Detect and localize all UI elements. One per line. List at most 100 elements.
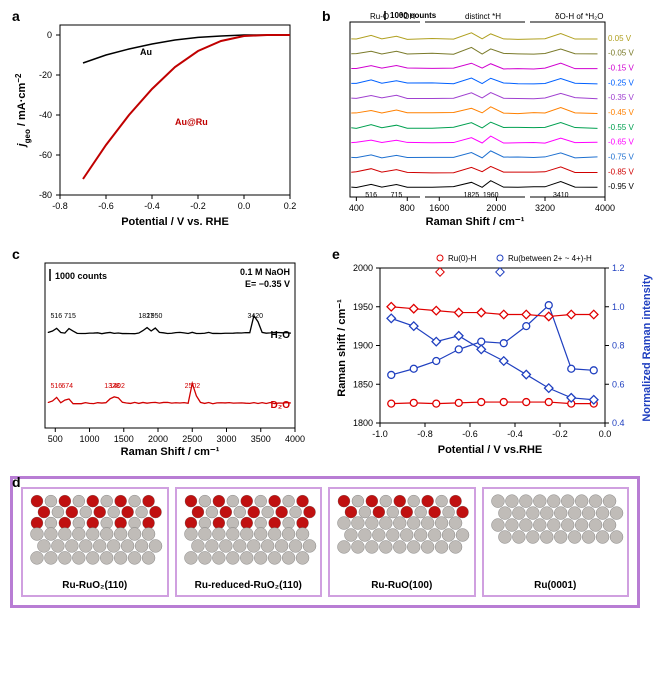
svg-text:-80: -80 [39, 190, 52, 200]
xlabel-c: Raman Shift / cm⁻¹ [121, 446, 220, 458]
toplabel-h: distinct *H [465, 12, 501, 21]
svg-text:400: 400 [349, 203, 364, 213]
svg-text:-0.2: -0.2 [190, 201, 206, 211]
svg-text:3420: 3420 [247, 313, 263, 320]
svg-text:715: 715 [64, 313, 76, 320]
structure-box: Ru(0001) [482, 487, 630, 597]
chart-e: -1.0-0.8-0.6-0.4-0.20.0 1800185019001950… [330, 248, 660, 458]
svg-text:-0.05 V: -0.05 V [608, 49, 634, 58]
ylabel-e-left: Raman shift / cm⁻¹ [336, 299, 348, 397]
panel-c: c 1000 counts 0.1 M NaOH E= −0.35 V 5167… [10, 248, 310, 461]
svg-text:3200: 3200 [535, 203, 555, 213]
svg-text:D₂O: D₂O [271, 400, 291, 411]
svg-text:-0.35 V: -0.35 V [608, 93, 634, 102]
svg-text:500: 500 [48, 434, 63, 444]
legend-auru: Au@Ru [175, 117, 208, 127]
svg-text:-0.4: -0.4 [144, 201, 160, 211]
chart-b: Ru-O *OH distinct *H δO-H of *H₂O 1000 c… [320, 10, 650, 230]
label-a: a [12, 8, 20, 24]
ylabel-a: jgeo / mA·cm−2 [14, 73, 32, 148]
legend-au: Au [140, 47, 152, 57]
structure-box: Ru-RuO₂(110) [21, 487, 169, 597]
svg-text:0.0: 0.0 [238, 201, 251, 211]
xlabel-a: Potential / V vs. RHE [121, 216, 229, 228]
svg-text:-0.4: -0.4 [507, 429, 523, 439]
svg-text:-0.25 V: -0.25 V [608, 78, 634, 87]
svg-text:3500: 3500 [251, 434, 271, 444]
scalebar-b: 1000 counts [390, 11, 437, 20]
svg-text:-0.75 V: -0.75 V [608, 152, 634, 161]
svg-text:1800: 1800 [353, 418, 373, 428]
yticks-a: -80 -60 -40 -20 0 [39, 30, 60, 200]
toplabel-h2o: δO-H of *H₂O [555, 12, 603, 21]
svg-text:674: 674 [61, 383, 73, 390]
svg-text:H₂O: H₂O [271, 330, 291, 341]
structure-label: Ru-RuO₂(110) [25, 580, 165, 591]
svg-text:-0.85 V: -0.85 V [608, 167, 634, 176]
svg-text:1500: 1500 [114, 434, 134, 444]
toplabel-ruo: Ru-O [370, 12, 389, 21]
structures-row: Ru-RuO₂(110) Ru-reduced-RuO₂(110) Ru-RuO(1… [10, 476, 640, 608]
svg-text:1402: 1402 [109, 383, 125, 390]
svg-text:-0.2: -0.2 [552, 429, 568, 439]
svg-text:1000: 1000 [80, 434, 100, 444]
structure-box: Ru-RuO(100) [328, 487, 476, 597]
structure-label: Ru(0001) [486, 580, 626, 591]
svg-text:1.0: 1.0 [612, 302, 625, 312]
svg-text:516: 516 [365, 192, 377, 199]
svg-text:2500: 2500 [182, 434, 202, 444]
label-c: c [12, 246, 20, 262]
xlabel-b: Raman Shift / cm⁻¹ [426, 216, 525, 228]
xticks-a: -0.8 -0.6 -0.4 -0.2 0.0 0.2 [52, 195, 296, 211]
svg-text:2000: 2000 [486, 203, 506, 213]
svg-text:4000: 4000 [595, 203, 615, 213]
svg-text:-60: -60 [39, 150, 52, 160]
panel-e: e -1.0-0.8-0.6-0.4-0.20.0 18001850190019… [330, 248, 660, 461]
label-b: b [322, 8, 331, 24]
svg-text:0.4: 0.4 [612, 418, 625, 428]
svg-text:0: 0 [47, 30, 52, 40]
svg-text:-0.6: -0.6 [462, 429, 478, 439]
svg-text:0.05 V: 0.05 V [608, 34, 632, 43]
svg-text:0.2: 0.2 [284, 201, 297, 211]
structure-label: Ru-reduced-RuO₂(110) [179, 580, 319, 591]
cond1-c: 0.1 M NaOH [240, 267, 290, 277]
svg-text:516: 516 [51, 313, 63, 320]
svg-text:1.2: 1.2 [612, 263, 625, 273]
svg-text:-20: -20 [39, 70, 52, 80]
structure-box: Ru-reduced-RuO₂(110) [175, 487, 323, 597]
svg-text:-0.15 V: -0.15 V [608, 64, 634, 73]
svg-text:-0.65 V: -0.65 V [608, 138, 634, 147]
svg-text:-0.6: -0.6 [98, 201, 114, 211]
svg-text:4000: 4000 [285, 434, 305, 444]
svg-text:-0.55 V: -0.55 V [608, 123, 634, 132]
legend-ru0h: Ru(0)-H [448, 254, 477, 263]
svg-text:-0.45 V: -0.45 V [608, 108, 634, 117]
svg-text:-40: -40 [39, 110, 52, 120]
chart-c: 1000 counts 0.1 M NaOH E= −0.35 V 516715… [10, 248, 310, 458]
svg-text:1900: 1900 [353, 341, 373, 351]
svg-text:-0.8: -0.8 [52, 201, 68, 211]
svg-text:2502: 2502 [185, 383, 201, 390]
svg-text:1825: 1825 [464, 192, 480, 199]
label-d: d [12, 474, 21, 490]
svg-text:0.0: 0.0 [599, 429, 612, 439]
scalebar-c: 1000 counts [55, 271, 107, 281]
panel-d: d Ru-RuO₂(110)Ru-reduced-RuO₂(110)Ru-RuO… [10, 476, 640, 608]
chart-a: -0.8-0.6-0.4-0.20.00.2 -80-60-40-200 Au … [10, 10, 310, 230]
cond2-c: E= −0.35 V [245, 279, 290, 289]
svg-text:-0.8: -0.8 [417, 429, 433, 439]
svg-text:1600: 1600 [429, 203, 449, 213]
xlabel-e: Potential / V vs.RHE [438, 444, 543, 456]
svg-text:1950: 1950 [353, 302, 373, 312]
svg-text:3410: 3410 [553, 192, 569, 199]
label-e: e [332, 246, 340, 262]
structure-label: Ru-RuO(100) [332, 580, 472, 591]
legend-e: Ru(0)-H Ru(between 2+ ~ 4+)-H [436, 254, 592, 276]
svg-text:1850: 1850 [353, 379, 373, 389]
svg-text:2000: 2000 [353, 263, 373, 273]
svg-text:3000: 3000 [216, 434, 236, 444]
svg-text:1950: 1950 [147, 313, 163, 320]
svg-text:2000: 2000 [148, 434, 168, 444]
svg-text:715: 715 [391, 192, 403, 199]
